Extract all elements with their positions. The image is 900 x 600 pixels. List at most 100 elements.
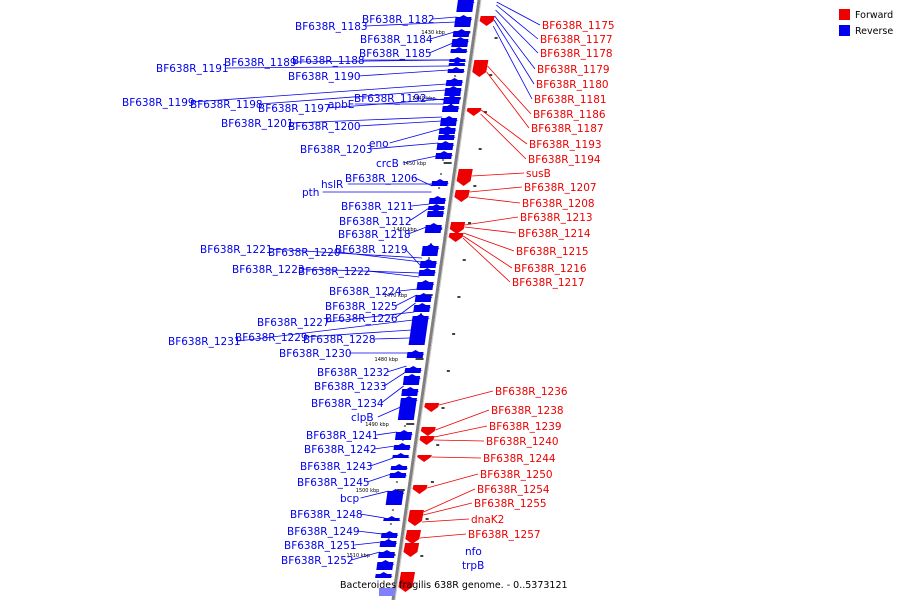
reverse-leader-line <box>370 142 439 150</box>
forward-gene-label: BF638R_1214 <box>518 228 591 240</box>
reverse-leader-line <box>365 21 456 27</box>
reverse-gene-label: BF638R_1203 <box>300 144 373 156</box>
reverse-gene-tip <box>440 116 459 121</box>
reverse-leader-line <box>387 365 407 373</box>
reverse-gene-tip <box>445 78 464 83</box>
forward-leader-line <box>496 1 541 26</box>
reverse-leader-line <box>238 319 414 342</box>
forward-leader-line <box>433 439 485 442</box>
forward-leader-line <box>495 9 539 54</box>
forward-gene-label: BF638R_1216 <box>514 263 587 275</box>
reverse-leader-line <box>402 155 437 164</box>
forward-leader-line <box>423 488 476 513</box>
reverse-gene-label: BF638R_1252 <box>281 555 354 567</box>
reverse-gene-label: BF638R_1182 <box>362 14 435 26</box>
reverse-leader-line <box>389 128 441 144</box>
reverse-gene-tip <box>382 516 401 521</box>
forward-gene <box>479 16 495 26</box>
reverse-gene-tip <box>426 209 445 214</box>
reverse-gene-label: BF638R_1212 <box>339 216 412 228</box>
forward-gene-label: BF638R_1207 <box>524 182 597 194</box>
forward-gene-label: BF638R_1250 <box>480 469 553 481</box>
reverse-gene-label: BF638R_1228 <box>303 334 376 346</box>
reverse-leader-line <box>395 294 417 307</box>
reverse-gene-tip <box>403 374 422 379</box>
reverse-gene-tip <box>435 151 454 156</box>
reverse-gene-tip <box>414 293 433 298</box>
forward-gene-label: BF638R_1175 <box>542 20 615 32</box>
reverse-gene-label: BF638R_1188 <box>292 55 365 67</box>
legend-reverse-swatch <box>839 25 850 36</box>
reverse-gene-tip <box>418 268 437 273</box>
reverse-gene-tip <box>379 539 398 544</box>
forward-gene-label: BF638R_1179 <box>537 64 610 76</box>
forward-leader-line <box>487 65 532 115</box>
forward-gene <box>424 403 440 412</box>
reverse-gene-tip <box>438 126 457 131</box>
reverse-gene-tip <box>389 471 408 476</box>
reverse-gene-tip <box>404 366 423 371</box>
reverse-leader-line <box>368 270 420 278</box>
forward-leader-line <box>426 473 479 489</box>
reverse-gene-tip <box>441 104 460 109</box>
forward-gene <box>417 455 432 462</box>
reverse-leader-line <box>226 65 450 69</box>
reverse-gene-label: BF638R_1222 <box>298 266 371 278</box>
reverse-leader-line <box>411 203 430 207</box>
reverse-gene-label: nfo <box>465 546 482 558</box>
reverse-gene-tip <box>457 0 475 3</box>
reverse-leader-line <box>270 248 423 259</box>
genome-caption: Bacteroides fragilis 638R genome. - 0..5… <box>340 580 568 591</box>
forward-leader-line <box>471 172 525 177</box>
reverse-gene-tip <box>386 489 405 494</box>
reverse-leader-line <box>370 457 394 467</box>
legend-reverse-label: Reverse <box>855 26 893 37</box>
forward-gene-label: BF638R_1177 <box>540 34 613 46</box>
reverse-gene-label: BF638R_1233 <box>314 381 387 393</box>
forward-gene-label: dnaK2 <box>471 514 504 526</box>
forward-leader-line <box>464 226 517 234</box>
forward-leader-line <box>480 109 528 145</box>
reverse-gene-label: eno <box>369 138 389 150</box>
reverse-gene-label: BF638R_1189 <box>224 57 297 69</box>
reverse-gene-tip <box>424 223 443 228</box>
reverse-gene-label: BF638R_1200 <box>288 121 361 133</box>
reverse-gene-tip <box>393 443 412 448</box>
reverse-gene-label: BF638R_1199 <box>122 97 195 109</box>
forward-gene <box>420 427 436 436</box>
reverse-gene-label: BF638R_1183 <box>295 21 368 33</box>
reverse-gene-tip <box>413 303 432 308</box>
reverse-gene-tip <box>416 280 435 285</box>
reverse-leader-line <box>192 83 447 103</box>
reverse-gene-label: BF638R_1248 <box>290 509 363 521</box>
ruler-tick-label: 1490 kbp <box>365 422 389 428</box>
reverse-leader-line <box>291 116 443 124</box>
reverse-gene-label: BF638R_1245 <box>297 477 370 489</box>
reverse-gene-label: trpB <box>462 560 484 572</box>
reverse-leader-line <box>360 513 385 519</box>
reverse-gene-tip <box>443 95 462 100</box>
forward-gene <box>456 169 473 186</box>
forward-gene <box>466 108 482 116</box>
forward-leader-line <box>463 232 515 252</box>
reverse-gene <box>408 316 429 345</box>
reverse-gene <box>385 491 404 505</box>
reverse-gene-label: BF638R_1230 <box>279 348 352 360</box>
forward-gene <box>398 572 416 592</box>
reverse-gene-tip <box>390 464 409 469</box>
forward-leader-line <box>493 19 535 85</box>
reverse-gene-tip <box>449 47 468 52</box>
reverse-leader-line <box>358 69 449 77</box>
reverse-gene-tip <box>419 259 438 264</box>
reverse-gene-tip <box>447 67 466 72</box>
forward-gene <box>472 60 489 77</box>
reverse-gene-label: BF638R_1185 <box>359 48 432 60</box>
reverse-leader-line <box>404 248 422 267</box>
reverse-leader-line <box>376 431 398 436</box>
reverse-gene-label: BF638R_1192 <box>354 93 427 105</box>
reverse-gene-label: BF638R_1242 <box>304 444 377 456</box>
reverse-gene-tip <box>395 430 414 435</box>
reverse-gene-label: BF638R_1206 <box>345 173 418 185</box>
forward-gene <box>454 190 470 202</box>
reverse-leader-line <box>358 120 442 127</box>
